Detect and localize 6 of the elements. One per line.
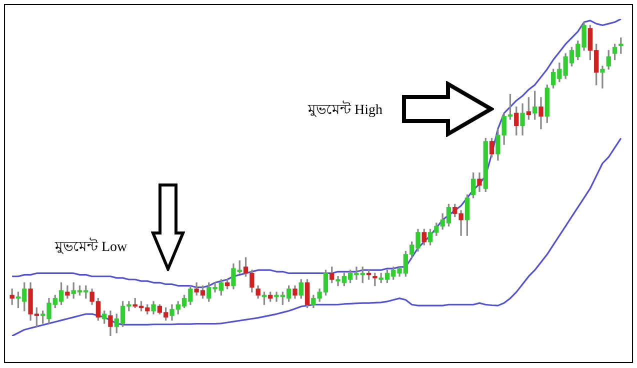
candlestick (618, 38, 624, 54)
candlestick (600, 66, 605, 88)
candlestick (10, 288, 14, 305)
annotation: মুভমেন্ট High (308, 100, 382, 120)
candlestick (372, 272, 378, 286)
annotation: মুভমেন্ট Low (55, 236, 128, 257)
